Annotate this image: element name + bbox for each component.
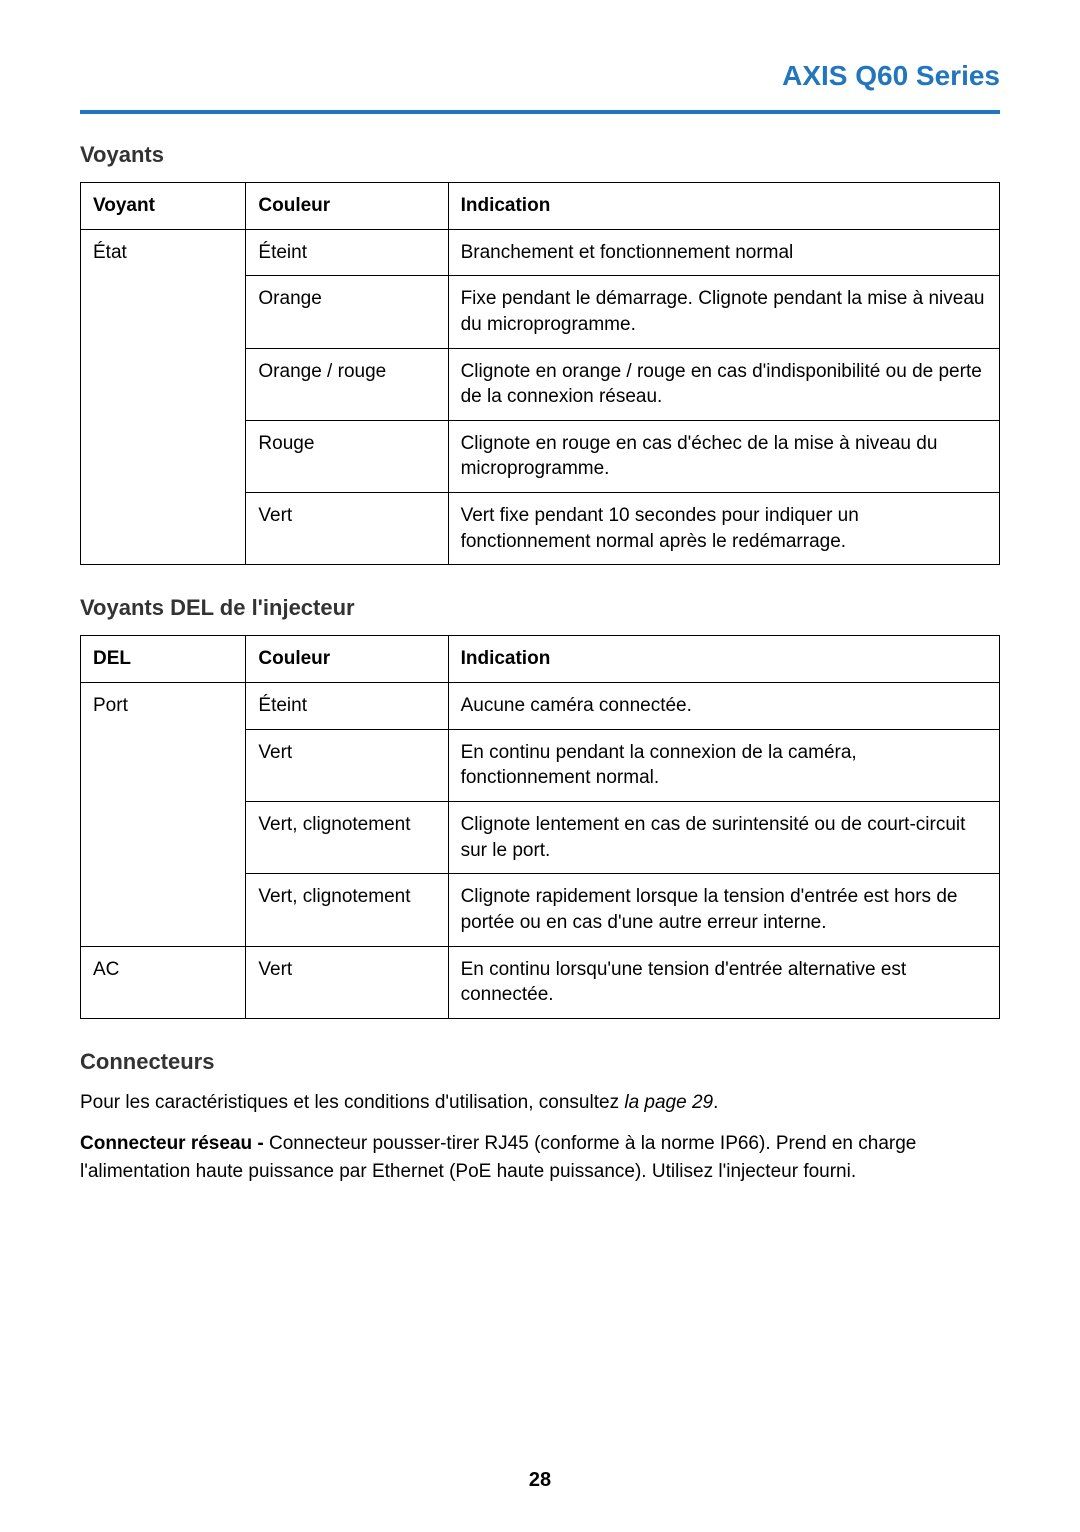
th-del: DEL [81,636,246,683]
cell-indication: Clignote rapidement lorsque la tension d… [448,874,999,946]
cell-couleur: Vert, clignotement [246,874,448,946]
table-header-row: DEL Couleur Indication [81,636,1000,683]
table-voyants: Voyant Couleur Indication État Éteint Br… [80,182,1000,565]
cell-couleur: Vert [246,729,448,801]
header-rule [80,110,1000,114]
page-header-title: AXIS Q60 Series [80,60,1000,92]
cell-couleur: Rouge [246,420,448,492]
connecteurs-para1: Pour les caractéristiques et les conditi… [80,1089,1000,1117]
para1-text-b: la page 29 [624,1092,713,1113]
cell-indication: Clignote en rouge en cas d'échec de la m… [448,420,999,492]
cell-couleur: Vert [246,946,448,1018]
table-row: AC Vert En continu lorsqu'une tension d'… [81,946,1000,1018]
cell-couleur: Vert [246,493,448,565]
cell-indication: En continu lorsqu'une tension d'entrée a… [448,946,999,1018]
cell-voyant: État [81,229,246,565]
section2-title: Voyants DEL de l'injecteur [80,595,1000,621]
cell-couleur: Éteint [246,683,448,730]
cell-couleur: Orange / rouge [246,348,448,420]
cell-indication: Fixe pendant le démarrage. Clignote pend… [448,276,999,348]
page-number: 28 [0,1469,1080,1492]
connecteurs-para2: Connecteur réseau - Connecteur pousser-t… [80,1130,1000,1185]
para1-text-c: . [713,1092,718,1113]
section3-title: Connecteurs [80,1049,1000,1075]
cell-indication: En continu pendant la connexion de la ca… [448,729,999,801]
para1-text-a: Pour les caractéristiques et les conditi… [80,1092,624,1113]
cell-couleur: Vert, clignotement [246,801,448,873]
table-header-row: Voyant Couleur Indication [81,183,1000,230]
th-indication: Indication [448,636,999,683]
cell-indication: Aucune caméra connectée. [448,683,999,730]
th-couleur: Couleur [246,183,448,230]
th-couleur: Couleur [246,636,448,683]
cell-couleur: Éteint [246,229,448,276]
cell-couleur: Orange [246,276,448,348]
table-row: État Éteint Branchement et fonctionnemen… [81,229,1000,276]
cell-indication: Clignote lentement en cas de surintensit… [448,801,999,873]
table-injecteur: DEL Couleur Indication Port Éteint Aucun… [80,635,1000,1018]
cell-del: AC [81,946,246,1018]
cell-indication: Vert fixe pendant 10 secondes pour indiq… [448,493,999,565]
cell-indication: Branchement et fonctionnement normal [448,229,999,276]
para2-bold: Connecteur réseau - [80,1133,269,1154]
cell-del: Port [81,683,246,946]
th-indication: Indication [448,183,999,230]
th-voyant: Voyant [81,183,246,230]
section1-title: Voyants [80,142,1000,168]
cell-indication: Clignote en orange / rouge en cas d'indi… [448,348,999,420]
table-row: Port Éteint Aucune caméra connectée. [81,683,1000,730]
